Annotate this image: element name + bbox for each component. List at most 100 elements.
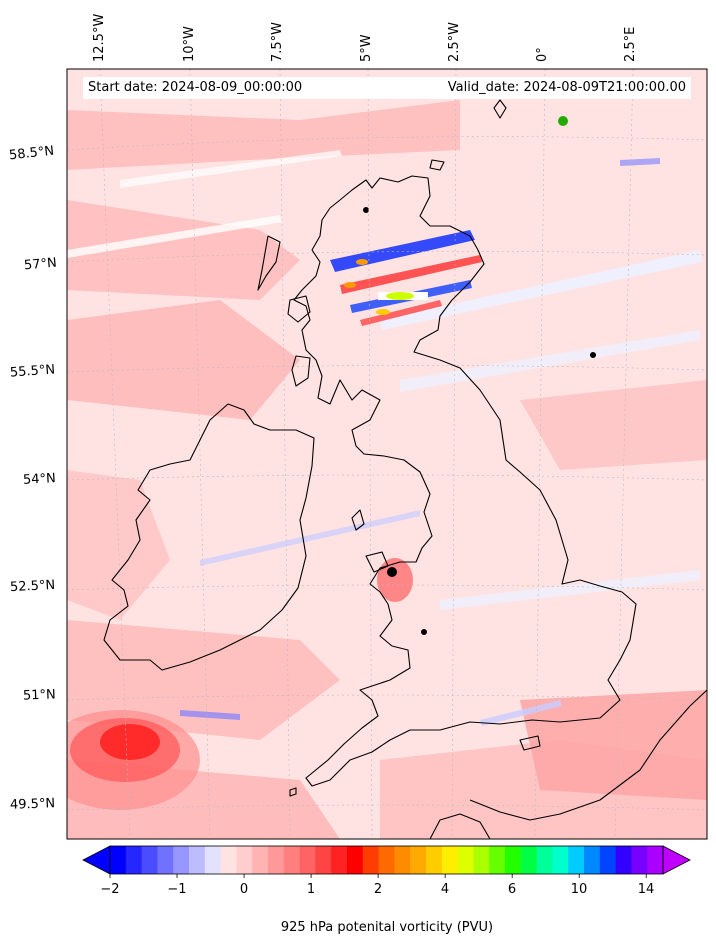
lon-label: 7.5°W <box>270 21 285 62</box>
valid-date-text: Valid_date: 2024-08-09T21:00:00.00 <box>447 80 686 95</box>
lon-label: 2.5°W <box>447 21 462 62</box>
colorbar-segment <box>331 846 348 874</box>
colorbar-segment <box>236 846 253 874</box>
colorbar-segment <box>189 846 206 874</box>
pv-streak <box>120 150 342 188</box>
coastline-brittany <box>429 813 491 839</box>
colorbar-segment <box>426 846 443 874</box>
date-info-box: Start date: 2024-08-09_00:00:00 Valid_da… <box>83 77 691 99</box>
pv-streak <box>180 710 240 720</box>
colorbar-segment <box>362 846 379 874</box>
hotspot <box>590 352 596 358</box>
colorbar-tick-label: −2 <box>100 882 120 897</box>
lon-label: 5°W <box>359 34 374 62</box>
colorbar-tick-label: 14 <box>637 882 655 897</box>
coastline-shetland <box>493 99 507 119</box>
coastline-ireland <box>103 403 315 671</box>
colorbar-segment <box>568 846 585 874</box>
pv-streak <box>200 510 420 566</box>
coastline-france <box>469 689 707 821</box>
lat-label: 54°N <box>22 471 57 488</box>
colorbar-segment <box>220 846 237 874</box>
colorbar-ticks <box>109 874 647 878</box>
colorbar-tick-label: 0 <box>239 882 249 897</box>
hotspot <box>558 116 568 126</box>
colorbar-segment <box>394 846 411 874</box>
highland-anomalies <box>330 230 482 326</box>
pv-band <box>67 200 300 300</box>
hotspot <box>387 567 397 577</box>
colorbar-tick-label: 4 <box>440 882 450 897</box>
colorbar-label: 925 hPa potenital vorticity (PVU) <box>280 920 494 935</box>
coastline-skye <box>287 295 311 323</box>
colorbar-segment <box>441 846 458 874</box>
colorbar-frame <box>109 845 664 875</box>
hotspot <box>421 629 427 635</box>
colorbar-segment <box>347 846 364 874</box>
lon-label: 2.5°E <box>623 26 638 62</box>
pv-band <box>67 620 340 740</box>
pv-streak <box>400 330 700 392</box>
colorbar-segment <box>599 846 616 874</box>
colorbar-tick-label: 1 <box>306 882 316 897</box>
hotspot <box>363 207 369 213</box>
colorbar-segment <box>299 846 316 874</box>
lat-label: 57°N <box>23 255 58 274</box>
colorbar-tick-label: 2 <box>373 882 383 897</box>
colorbar-segment <box>536 846 553 874</box>
coastline-isle-of-man <box>351 509 365 531</box>
colorbar-segment <box>141 846 158 874</box>
colorbar-segment <box>252 846 269 874</box>
colorbar-segment <box>457 846 474 874</box>
pv-band <box>67 100 460 170</box>
colorbar-tick-label: −1 <box>167 882 187 897</box>
pv-field <box>67 69 707 839</box>
colorbar-segment <box>647 846 664 874</box>
lon-label: 10°W <box>182 26 197 62</box>
colorbar-segments <box>110 846 664 874</box>
wales-anomaly <box>377 558 413 602</box>
pv-band <box>67 300 300 420</box>
graticule <box>67 69 707 839</box>
colorbar-segment <box>410 846 427 874</box>
colorbar-segment <box>110 846 127 874</box>
coastline-hebrides <box>257 235 281 291</box>
colorbar-segment <box>125 846 142 874</box>
pv-streak <box>380 250 702 330</box>
lat-label: 55.5°N <box>9 362 56 381</box>
colorbar-segment <box>489 846 506 874</box>
pv-band <box>520 380 707 470</box>
colorbar-segment <box>520 846 537 874</box>
colorbar-segment <box>157 846 174 874</box>
coastline-scilly <box>289 787 297 797</box>
lat-label: 51°N <box>22 687 57 704</box>
coastline-great-britain <box>293 175 637 787</box>
coastlines <box>103 99 707 839</box>
coastline-wight <box>519 735 541 751</box>
colorbar-segment <box>505 846 522 874</box>
coastline-anglesey <box>365 551 389 573</box>
colorbar-segment <box>552 846 569 874</box>
colorbar-segment <box>615 846 632 874</box>
lon-label: 0° <box>535 47 550 62</box>
colorbar-segment <box>631 846 648 874</box>
colorbar-segment <box>283 846 300 874</box>
colorbar-tick-label: 10 <box>570 882 588 897</box>
colorbar-segment <box>173 846 190 874</box>
colorbar-segment <box>268 846 285 874</box>
pv-streak <box>440 570 700 610</box>
lon-label: 12.5°W <box>92 13 107 62</box>
colorbar <box>82 845 691 878</box>
coastline-orkney <box>429 159 445 171</box>
colorbar-segment <box>204 846 221 874</box>
colorbar-segment <box>315 846 332 874</box>
southwest-vortex <box>67 710 200 810</box>
pv-band <box>380 740 707 839</box>
coastline-islay <box>291 355 311 387</box>
colorbar-segment <box>584 846 601 874</box>
colorbar-tick-label: 6 <box>507 882 517 897</box>
map-frame <box>66 68 708 840</box>
pv-streak <box>480 700 562 726</box>
start-date-text: Start date: 2024-08-09_00:00:00 <box>88 80 303 95</box>
